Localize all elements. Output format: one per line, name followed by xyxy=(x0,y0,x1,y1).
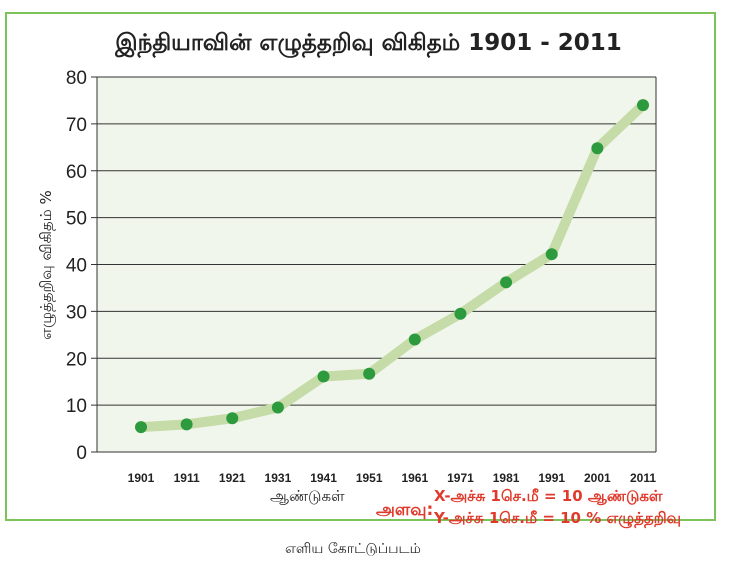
y-axis-label: எழுத்தறிவு விகிதம் % xyxy=(37,190,55,340)
y-tick-label: 80 xyxy=(66,68,87,89)
x-tick-label: 1901 xyxy=(128,471,155,485)
chart-title: இந்தியாவின் எழுத்தறிவு விகிதம் 1901 - 20… xyxy=(115,30,622,56)
y-tick-label: 30 xyxy=(66,302,87,323)
y-tick-label: 20 xyxy=(66,349,87,370)
data-point xyxy=(271,401,284,414)
figure-caption: எளிய கோட்டுப்படம் xyxy=(285,541,421,557)
series-line xyxy=(136,100,648,433)
data-point xyxy=(545,248,558,261)
scale-x: X-அச்சு 1செ.மீ = 10 ஆண்டுகள் xyxy=(434,487,663,505)
figure-frame xyxy=(5,12,716,521)
data-point xyxy=(363,367,376,380)
scale-y: Y-அச்சு 1செ.மீ = 10 % எழுத்தறிவு xyxy=(434,509,681,527)
x-tick-label: 1921 xyxy=(219,471,246,485)
x-tick-label: 1911 xyxy=(174,471,200,485)
y-tick-label: 60 xyxy=(66,162,87,183)
x-tick-label: 1981 xyxy=(493,471,520,485)
y-tick-label: 10 xyxy=(66,396,87,417)
data-point xyxy=(317,370,330,383)
data-point xyxy=(637,99,649,112)
x-tick-label: 2001 xyxy=(584,471,611,485)
y-tick-label: 40 xyxy=(66,256,87,277)
y-tick-label: 70 xyxy=(66,115,87,136)
x-axis-label: ஆண்டுகள் xyxy=(270,487,345,505)
data-point xyxy=(454,307,467,320)
x-tick-label: 1941 xyxy=(310,471,337,485)
data-point xyxy=(135,421,147,434)
scale-label: அளவு: xyxy=(376,500,434,520)
y-tick-label: 50 xyxy=(66,209,87,230)
y-tick-label: 0 xyxy=(76,443,87,464)
data-point xyxy=(226,412,239,425)
x-tick-label: 2011 xyxy=(630,471,656,485)
data-point xyxy=(591,142,604,155)
x-tick-label: 1991 xyxy=(538,471,565,485)
data-point xyxy=(180,418,193,431)
x-tick-label: 1951 xyxy=(356,471,383,485)
x-tick-label: 1971 xyxy=(447,471,474,485)
data-point xyxy=(500,276,513,289)
x-tick-label: 1931 xyxy=(265,471,292,485)
x-tick-label: 1961 xyxy=(401,471,428,485)
data-point xyxy=(408,333,421,346)
